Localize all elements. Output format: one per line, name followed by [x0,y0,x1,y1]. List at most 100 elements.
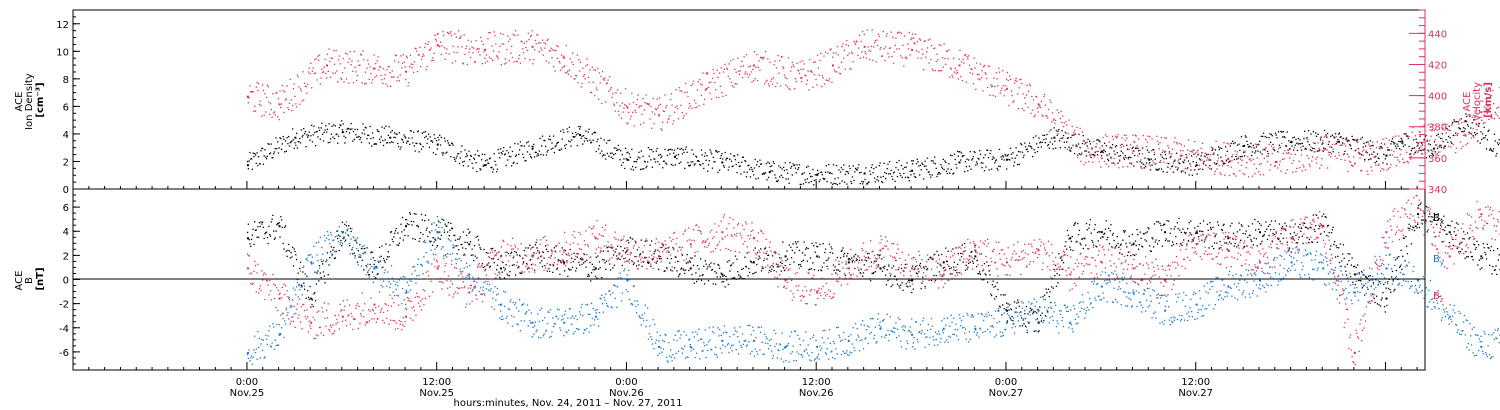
density-point [1125,156,1127,159]
density-point [983,156,985,159]
velocity-point [1351,164,1353,167]
bx-point [452,246,454,249]
density-tick-label: 2 [63,157,69,168]
bx-point [379,260,382,262]
bx-point [721,273,724,276]
density-point [318,129,321,132]
density-point [695,155,697,157]
velocity-point [1223,142,1225,144]
density-point [1085,142,1087,144]
bx-point [679,273,681,275]
velocity-point [764,83,766,85]
bx-point [632,263,635,266]
velocity-point [1078,133,1080,136]
velocity-point [1441,138,1443,140]
density-point [250,158,253,160]
velocity-point [741,76,744,79]
velocity-point [1041,114,1043,116]
velocity-point [318,54,321,56]
density-point [1272,143,1274,146]
density-point [1111,143,1114,146]
bx-point [567,268,570,270]
velocity-point [344,52,347,54]
velocity-point [276,91,278,94]
density-point [1334,133,1337,135]
velocity-point [1280,170,1282,172]
velocity-point [1239,158,1242,160]
velocity-point [693,99,695,101]
bx-point [347,234,349,236]
density-point [854,167,857,170]
bx-point [450,227,453,229]
velocity-point [1158,148,1160,150]
density-point [1192,160,1194,163]
bx-point [701,274,703,277]
velocity-point [1471,116,1473,118]
density-point [766,179,768,181]
velocity-point [1461,121,1463,124]
density-point [254,154,257,156]
density-point [323,131,325,134]
velocity-point [449,32,451,34]
density-point [529,155,532,158]
density-point [1453,119,1455,121]
density-point [1457,121,1459,123]
bx-point [755,271,757,273]
density-point [352,140,354,142]
density-point [1165,157,1167,160]
velocity-point [704,89,707,91]
density-point [909,170,911,173]
velocity-point [1270,164,1272,166]
bx-point [650,265,652,267]
bx-point [1092,241,1094,243]
velocity-point [1268,143,1270,146]
bx-point [1198,236,1200,238]
density-point [1237,157,1239,160]
bx-point [1232,232,1235,234]
top-panel-frame [72,9,1426,190]
density-point [832,183,834,185]
density-point [1402,145,1405,148]
bx-point [616,255,618,257]
density-point [951,154,953,157]
density-point [862,183,864,185]
bx-point [972,262,975,264]
velocity-point [634,109,636,112]
bx-point [390,231,392,233]
bx-point [330,246,333,248]
bx-point [363,247,366,250]
velocity-point [559,62,561,64]
velocity-point [781,56,783,58]
velocity-point [262,89,265,92]
velocity-point [794,78,797,80]
bx-point [913,268,915,271]
velocity-point [1451,124,1453,126]
velocity-point [956,72,959,74]
velocity-point [363,58,365,61]
density-point [1017,163,1019,166]
bx-point [258,236,260,238]
velocity-point [1056,109,1058,111]
bx-point [1018,305,1020,307]
density-point [1485,148,1488,150]
density-point [871,164,873,166]
bx-point [391,238,393,241]
bx-point [440,234,442,237]
bx-point [1297,226,1300,228]
bx-point [807,247,809,250]
velocity-point [659,103,661,106]
density-point [760,163,762,165]
density-point [1103,150,1105,152]
velocity-point [1388,139,1390,141]
velocity-point [1294,153,1296,156]
bx-point [331,253,333,255]
velocity-point [1179,150,1182,152]
velocity-point [491,45,493,47]
bx-point [248,238,250,241]
density-point [1036,143,1038,145]
density-point [1348,140,1350,142]
density-point [391,129,393,132]
velocity-point [1028,83,1031,85]
velocity-point [569,58,571,60]
density-point [525,160,527,162]
